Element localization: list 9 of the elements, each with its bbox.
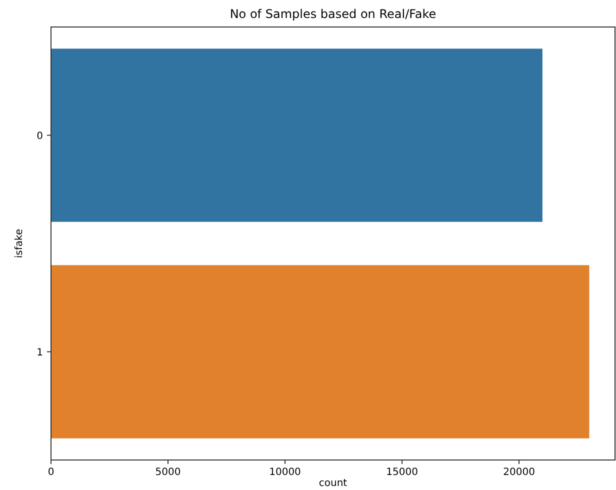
x-tick-label: 5000 <box>155 467 181 478</box>
x-tick-label: 15000 <box>386 467 418 478</box>
chart-title: No of Samples based on Real/Fake <box>230 7 436 21</box>
y-tick-label: 1 <box>36 347 43 358</box>
x-axis-title: count <box>318 478 348 489</box>
x-tick-label: 0 <box>48 467 54 478</box>
x-tick-label: 10000 <box>269 467 301 478</box>
y-axis-title: isfake <box>14 228 25 258</box>
x-tick-label: 20000 <box>503 467 535 478</box>
